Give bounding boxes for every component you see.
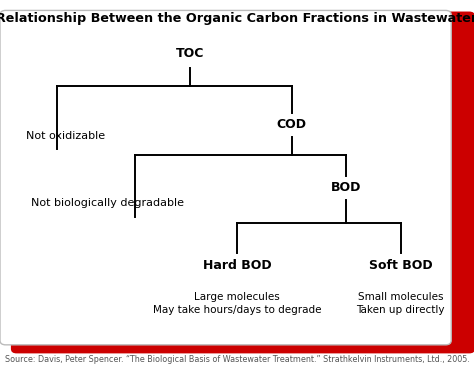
Text: Soft BOD: Soft BOD (369, 260, 432, 272)
Text: Source: Davis, Peter Spencer. “The Biological Basis of Wastewater Treatment.” St: Source: Davis, Peter Spencer. “The Biolo… (5, 355, 469, 364)
Text: COD: COD (276, 118, 307, 131)
FancyBboxPatch shape (11, 12, 474, 353)
Text: Relationship Between the Organic Carbon Fractions in Wastewater: Relationship Between the Organic Carbon … (0, 12, 474, 25)
Text: Small molecules
Taken up directly: Small molecules Taken up directly (356, 292, 445, 315)
Text: Not oxidizable: Not oxidizable (26, 131, 105, 141)
Text: Not biologically degradable: Not biologically degradable (31, 198, 184, 208)
Text: BOD: BOD (331, 182, 361, 194)
Text: Hard BOD: Hard BOD (203, 260, 271, 272)
FancyBboxPatch shape (0, 10, 451, 345)
Text: Large molecules
May take hours/days to degrade: Large molecules May take hours/days to d… (153, 292, 321, 315)
Text: TOC: TOC (175, 48, 204, 60)
